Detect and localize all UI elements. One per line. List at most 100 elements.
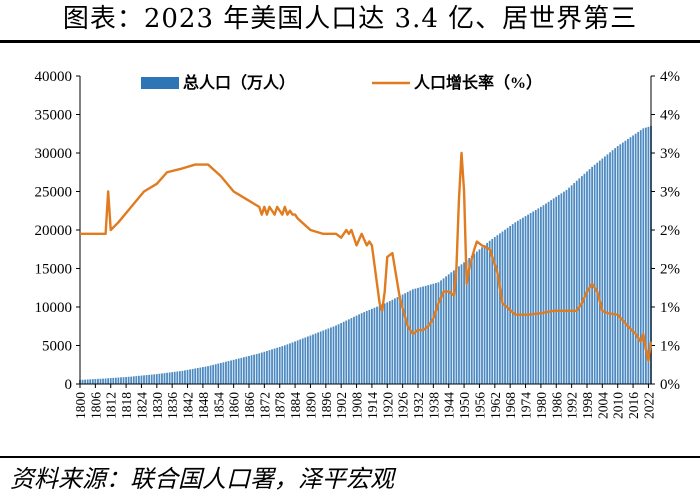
population-bar xyxy=(112,377,115,384)
x-tick-label: 1920 xyxy=(380,392,395,419)
x-tick-label: 1932 xyxy=(411,392,426,419)
population-bar xyxy=(181,370,184,384)
x-tick-label: 1896 xyxy=(319,392,334,419)
population-bar xyxy=(532,211,535,384)
population-bar xyxy=(427,285,430,384)
population-bar xyxy=(422,286,424,384)
population-bar xyxy=(463,262,465,384)
population-bar xyxy=(145,375,148,384)
population-bar xyxy=(81,379,84,384)
population-bar xyxy=(255,354,258,384)
population-bar xyxy=(478,249,481,384)
population-bar xyxy=(432,283,435,384)
population-bar xyxy=(537,208,540,384)
population-bar xyxy=(242,357,245,384)
population-bar xyxy=(235,359,238,384)
growth-rate-line xyxy=(80,151,653,363)
x-tick-label: 1824 xyxy=(134,392,149,419)
population-bar xyxy=(611,150,614,384)
population-bar xyxy=(176,371,179,384)
population-bar xyxy=(148,374,151,384)
population-bar xyxy=(588,169,591,384)
x-tick-label: 1950 xyxy=(457,392,472,419)
population-bar xyxy=(452,270,455,384)
population-bar xyxy=(465,260,468,384)
population-bar xyxy=(319,331,322,384)
x-tick-label: 1806 xyxy=(88,392,103,419)
x-tick-label: 1848 xyxy=(196,392,211,419)
population-bar xyxy=(388,301,391,384)
y-left-tick-label: 30000 xyxy=(35,146,73,162)
population-bar xyxy=(173,371,176,384)
population-bar xyxy=(596,162,599,384)
population-bar xyxy=(276,347,279,384)
population-bar xyxy=(486,242,489,384)
population-bar xyxy=(435,283,437,384)
population-bar xyxy=(153,374,156,384)
population-bar xyxy=(171,372,174,384)
population-bar xyxy=(440,280,442,384)
population-bar xyxy=(186,369,189,384)
x-tick-label: 1986 xyxy=(549,392,564,419)
x-tick-label: 1884 xyxy=(288,392,303,419)
y-right-tick-label: 1% xyxy=(660,339,680,355)
population-bar xyxy=(107,378,110,384)
population-bar xyxy=(593,164,596,384)
population-bar xyxy=(281,346,284,384)
population-bar xyxy=(237,358,240,384)
x-tick-label: 1860 xyxy=(227,392,242,419)
population-bar xyxy=(604,156,606,384)
population-bar xyxy=(383,303,386,384)
y-right-tick-label: 2% xyxy=(660,223,680,239)
population-bar xyxy=(204,366,207,384)
x-tick-label: 1962 xyxy=(488,392,503,419)
population-bar xyxy=(232,359,235,384)
y-right-tick-label: 3% xyxy=(660,185,680,201)
x-tick-label: 1836 xyxy=(165,392,180,419)
population-bar xyxy=(409,290,412,384)
population-bar xyxy=(545,203,547,384)
x-tick-label: 1872 xyxy=(257,392,272,419)
population-bar xyxy=(214,364,217,384)
legend: 总人口（万人） 人口增长率（%） xyxy=(141,73,542,92)
population-bar xyxy=(419,287,422,384)
population-bar xyxy=(560,193,563,384)
population-bar xyxy=(614,148,617,384)
population-bar xyxy=(240,357,243,384)
y-left-tick-label: 20000 xyxy=(35,223,73,239)
y-left-tick-label: 25000 xyxy=(35,185,73,201)
population-bar xyxy=(307,336,309,384)
population-bar xyxy=(632,135,634,384)
population-bar xyxy=(647,126,650,384)
y-right-tick-label: 3% xyxy=(660,146,680,162)
population-bar xyxy=(312,334,314,384)
x-tick-label: 1938 xyxy=(426,392,441,419)
population-bar xyxy=(347,319,350,384)
y-left-tick-label: 40000 xyxy=(35,69,73,85)
population-bar xyxy=(120,377,122,384)
x-tick-label: 1902 xyxy=(334,392,349,419)
y-right-tick-label: 4% xyxy=(660,108,680,124)
population-bar xyxy=(637,131,640,384)
population-bar xyxy=(483,245,486,384)
legend-line-label: 人口增长率（%） xyxy=(414,73,542,92)
population-bar xyxy=(639,130,642,384)
x-tick-label: 1842 xyxy=(181,392,196,419)
population-bar xyxy=(140,375,143,384)
population-bar xyxy=(529,213,532,384)
population-bar xyxy=(150,374,153,384)
population-bar xyxy=(202,367,204,384)
x-tick-label: 1998 xyxy=(580,392,595,419)
x-tick-label: 1944 xyxy=(442,392,457,419)
population-bar xyxy=(406,291,409,384)
population-bar xyxy=(511,224,514,384)
legend-bar-label: 总人口（万人） xyxy=(183,73,295,92)
population-bar xyxy=(519,219,522,384)
population-bar xyxy=(493,237,496,384)
population-bar xyxy=(268,350,271,384)
population-bar xyxy=(143,375,145,384)
x-tick-label: 1908 xyxy=(350,392,365,419)
legend-bar-swatch xyxy=(141,77,179,89)
population-bar xyxy=(278,346,281,384)
population-bar xyxy=(248,355,250,384)
